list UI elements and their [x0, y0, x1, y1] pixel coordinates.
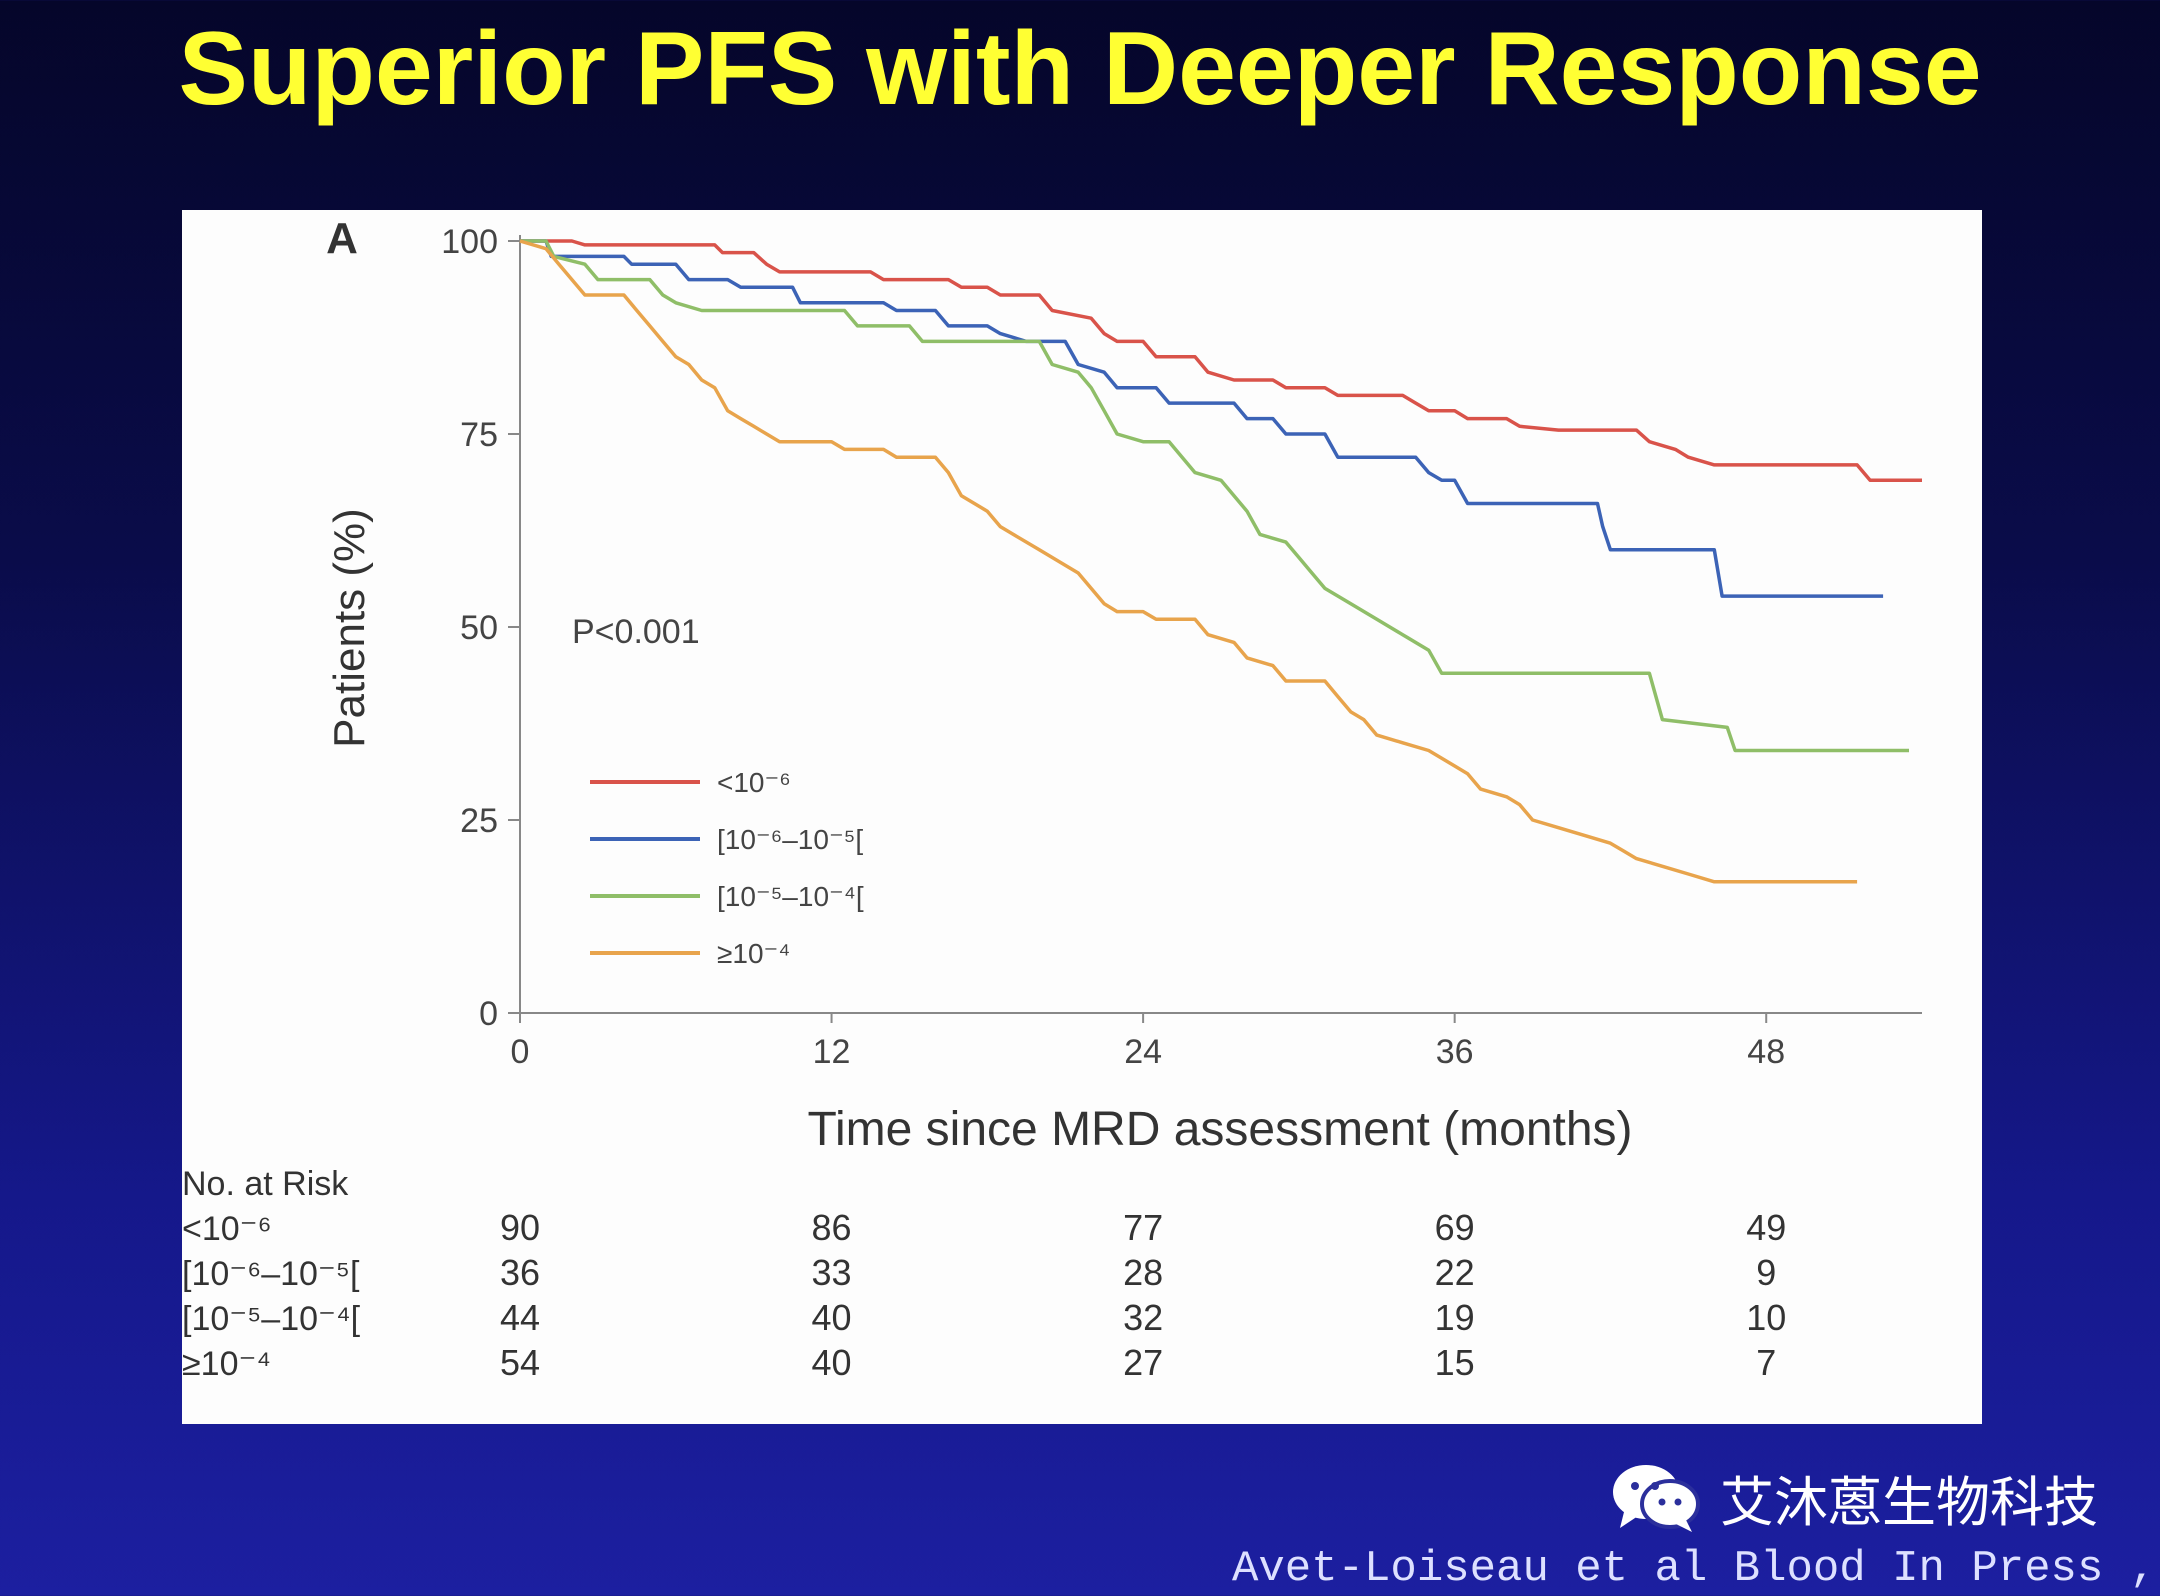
risk-value: 27: [1123, 1342, 1163, 1383]
series-line-4: [519, 239, 1858, 884]
risk-value: 49: [1746, 1207, 1786, 1248]
km-chart: 0 25 50 75 100 0 12 24 36 48 A Patients (%) Time sin…: [182, 214, 1922, 1383]
x-tick-label: 48: [1747, 1033, 1785, 1071]
legend-label-1: <10⁻⁶: [717, 767, 791, 798]
series-line-3: [520, 239, 1909, 753]
risk-value: 90: [500, 1207, 540, 1248]
y-tick-label: 50: [460, 609, 498, 647]
risk-value: 40: [812, 1297, 852, 1338]
risk-table-header: No. at Risk: [182, 1165, 349, 1203]
risk-row-label-4: ≥10⁻⁴: [182, 1345, 271, 1383]
risk-value: 44: [500, 1297, 540, 1338]
risk-value: 32: [1123, 1297, 1163, 1338]
y-tick-label: 100: [441, 223, 498, 261]
figure-panel: 0 25 50 75 100 0 12 24 36 48 A Patients (%) Time sin…: [182, 210, 1982, 1424]
watermark-text: 艾沐蒽生物科技: [1720, 1470, 2098, 1534]
risk-value: 19: [1435, 1297, 1475, 1338]
risk-value: 10: [1746, 1297, 1786, 1338]
x-tick-label: 0: [511, 1033, 530, 1071]
x-tick-label: 12: [813, 1033, 851, 1071]
risk-value: 9: [1756, 1252, 1776, 1293]
risk-value: 86: [812, 1207, 852, 1248]
y-tick-label: 0: [479, 995, 498, 1033]
risk-row-label-2: [10⁻⁶–10⁻⁵[: [182, 1255, 360, 1293]
p-value-annotation: P<0.001: [572, 613, 700, 651]
risk-row-label-1: <10⁻⁶: [182, 1210, 272, 1248]
legend-label-3: [10⁻⁵–10⁻⁴[: [717, 881, 864, 912]
citation: Avet-Loiseau et al Blood In Press , 20: [1232, 1544, 2160, 1594]
y-axis-title: Patients (%): [325, 508, 374, 748]
risk-row-label-3: [10⁻⁵–10⁻⁴[: [182, 1300, 361, 1338]
risk-value: 15: [1435, 1342, 1475, 1383]
legend-label-2: [10⁻⁶–10⁻⁵[: [717, 824, 863, 855]
risk-value: 40: [812, 1342, 852, 1383]
x-tick-label: 36: [1436, 1033, 1474, 1071]
risk-value: 69: [1435, 1207, 1475, 1248]
x-tick-label: 24: [1124, 1033, 1162, 1071]
panel-label: A: [326, 214, 358, 263]
y-tick-label: 75: [460, 416, 498, 454]
risk-value: 33: [812, 1252, 852, 1293]
risk-value: 54: [500, 1342, 540, 1383]
y-tick-label: 25: [460, 802, 498, 840]
watermark: 艾沐蒽生物科技: [1610, 1462, 2098, 1534]
legend-label-4: ≥10⁻⁴: [717, 938, 790, 969]
series-line-1: [520, 239, 1922, 483]
risk-value: 77: [1123, 1207, 1163, 1248]
risk-value: 28: [1123, 1252, 1163, 1293]
risk-value: 22: [1435, 1252, 1475, 1293]
slide-title: Superior PFS with Deeper Response: [178, 11, 1982, 127]
risk-value: 36: [500, 1252, 540, 1293]
risk-value: 7: [1756, 1342, 1776, 1383]
series-line-2: [520, 239, 1884, 598]
x-axis-title: Time since MRD assessment (months): [807, 1103, 1632, 1156]
wechat-icon: [1613, 1465, 1700, 1532]
